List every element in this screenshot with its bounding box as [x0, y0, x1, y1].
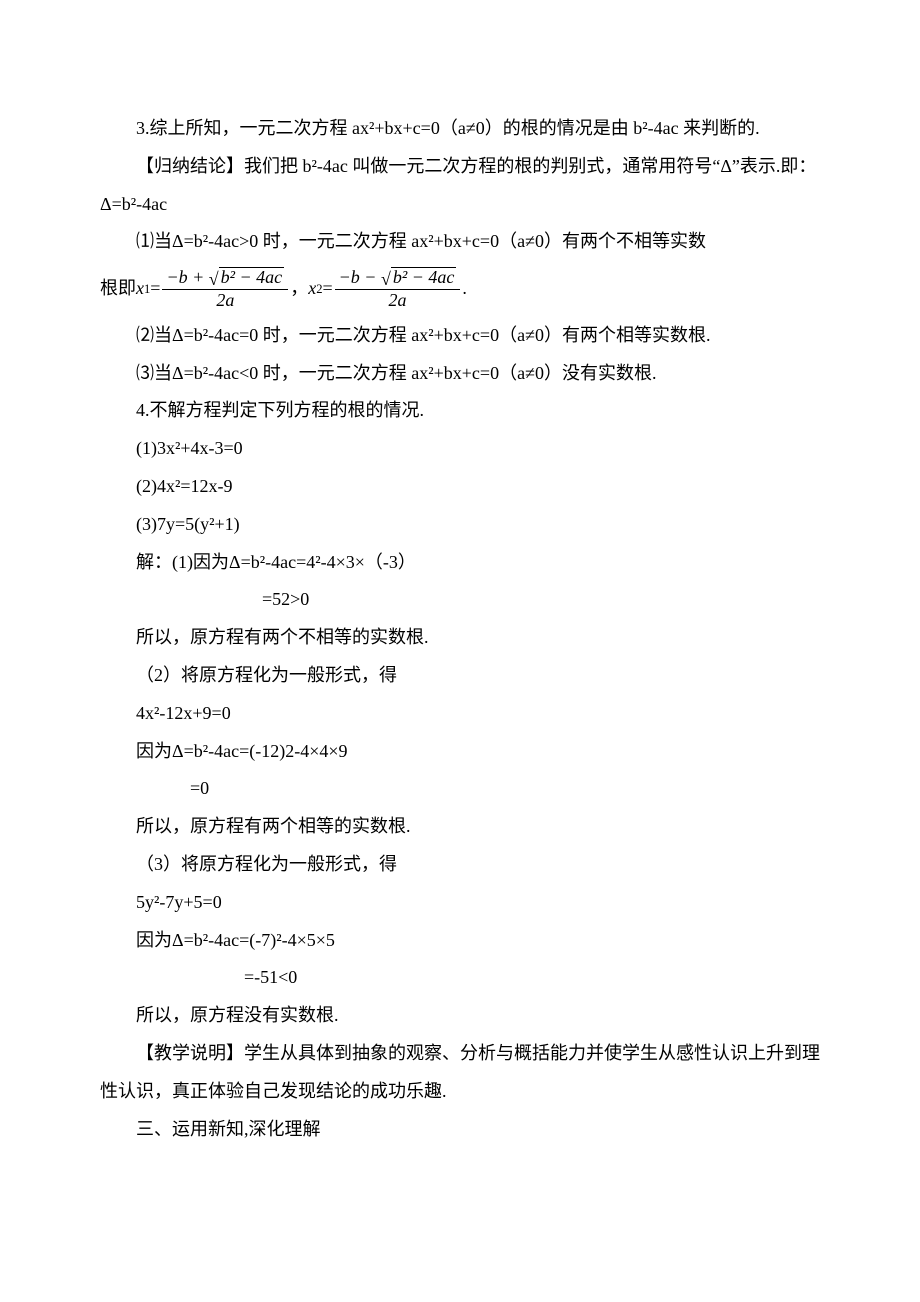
equals-1: = [150, 270, 160, 308]
x2-var: x [308, 270, 316, 308]
para-sol3-conclusion: 所以，原方程没有实数根. [100, 997, 820, 1035]
para-exercise-heading: 4.不解方程判定下列方程的根的情况. [100, 392, 820, 430]
para-case1-formula: 根即 x1 = −b + b² − 4ac 2a ， x2 = −b − b² … [100, 267, 820, 311]
indent-spacer-2 [100, 778, 190, 798]
para-case1-line1: ⑴当Δ=b²-4ac>0 时，一元二次方程 ax²+bx+c=0（a≠0）有两个… [100, 223, 820, 261]
formula-mid: ， [290, 270, 308, 308]
frac2-rad: b² − 4ac [391, 267, 457, 288]
para-eq2: (2)4x²=12x-9 [100, 468, 820, 506]
indent-spacer-3 [100, 967, 244, 987]
frac2-num: −b − b² − 4ac [335, 267, 461, 290]
frac1-num-pre: −b + [166, 267, 208, 287]
frac1-num: −b + b² − 4ac [162, 267, 288, 290]
para-summary: 3.综上所知，一元二次方程 ax²+bx+c=0（a≠0）的根的情况是由 b²-… [100, 110, 820, 148]
para-conclusion-heading: 【归纳结论】我们把 b²-4ac 叫做一元二次方程的根的判别式，通常用符号“Δ”… [100, 148, 820, 224]
frac2-num-pre: −b − [339, 267, 381, 287]
formula-prefix: 根即 [100, 270, 136, 308]
formula-suffix: . [462, 270, 467, 308]
sol3-result: =-51<0 [244, 967, 297, 987]
sqrt-icon-1: b² − 4ac [209, 267, 284, 288]
sol2-result: =0 [190, 778, 209, 798]
para-case3: ⑶当Δ=b²-4ac<0 时，一元二次方程 ax²+bx+c=0（a≠0）没有实… [100, 355, 820, 393]
x1-var: x [136, 270, 144, 308]
fraction-x1: −b + b² − 4ac 2a [162, 267, 288, 311]
para-sol1-line2: =52>0 [100, 581, 820, 619]
para-section-3: 三、运用新知,深化理解 [100, 1111, 820, 1149]
para-case2: ⑵当Δ=b²-4ac=0 时，一元二次方程 ax²+bx+c=0（a≠0）有两个… [100, 317, 820, 355]
para-teaching-note: 【教学说明】学生从具体到抽象的观察、分析与概括能力并使学生从感性认识上升到理性认… [100, 1035, 820, 1111]
sqrt-icon-2: b² − 4ac [381, 267, 456, 288]
para-eq1: (1)3x²+4x-3=0 [100, 430, 820, 468]
para-sol3-eq: 5y²-7y+5=0 [100, 884, 820, 922]
frac1-rad: b² − 4ac [219, 267, 285, 288]
frac2-den: 2a [335, 290, 461, 311]
para-sol2-result-line: =0 [100, 770, 820, 808]
para-sol2-conclusion: 所以，原方程有两个相等的实数根. [100, 808, 820, 846]
para-sol3-line1: （3）将原方程化为一般形式，得 [100, 846, 820, 884]
para-sol2-line1: （2）将原方程化为一般形式，得 [100, 657, 820, 695]
para-sol1-conclusion: 所以，原方程有两个不相等的实数根. [100, 619, 820, 657]
para-sol2-delta: 因为Δ=b²-4ac=(-12)2-4×4×9 [100, 733, 820, 771]
fraction-x2: −b − b² − 4ac 2a [335, 267, 461, 311]
sol1-result: =52>0 [262, 589, 309, 609]
para-sol3-delta: 因为Δ=b²-4ac=(-7)²-4×5×5 [100, 922, 820, 960]
equals-2: = [322, 270, 332, 308]
para-eq3: (3)7y=5(y²+1) [100, 506, 820, 544]
para-sol2-eq: 4x²-12x+9=0 [100, 695, 820, 733]
indent-spacer-1 [100, 589, 262, 609]
frac1-den: 2a [162, 290, 288, 311]
para-sol3-result-line: =-51<0 [100, 959, 820, 997]
para-sol1-line1: 解：(1)因为Δ=b²-4ac=4²-4×3×（-3） [100, 544, 820, 582]
